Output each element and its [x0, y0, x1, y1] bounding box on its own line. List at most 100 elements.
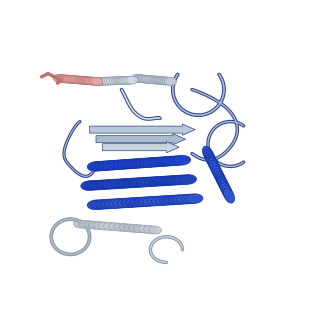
Ellipse shape — [92, 77, 104, 85]
Ellipse shape — [136, 75, 148, 83]
Ellipse shape — [158, 176, 175, 186]
Ellipse shape — [155, 157, 172, 166]
Ellipse shape — [158, 156, 176, 166]
Ellipse shape — [94, 180, 111, 190]
Ellipse shape — [113, 198, 130, 208]
FancyArrow shape — [102, 141, 179, 153]
Ellipse shape — [108, 223, 121, 231]
Ellipse shape — [108, 199, 126, 208]
Ellipse shape — [151, 76, 164, 84]
Ellipse shape — [211, 163, 222, 178]
Ellipse shape — [119, 224, 132, 232]
Ellipse shape — [114, 76, 126, 84]
Ellipse shape — [53, 74, 65, 83]
Ellipse shape — [106, 160, 124, 170]
Ellipse shape — [121, 159, 138, 169]
Ellipse shape — [99, 161, 116, 171]
Ellipse shape — [156, 196, 173, 205]
Ellipse shape — [203, 146, 213, 161]
Ellipse shape — [128, 159, 146, 168]
Ellipse shape — [209, 160, 220, 175]
Ellipse shape — [124, 76, 136, 84]
Ellipse shape — [110, 160, 127, 170]
Ellipse shape — [147, 196, 164, 206]
Ellipse shape — [116, 76, 128, 84]
Ellipse shape — [88, 77, 100, 85]
Ellipse shape — [99, 222, 111, 230]
Ellipse shape — [100, 199, 117, 209]
Ellipse shape — [112, 77, 124, 85]
Ellipse shape — [148, 226, 161, 234]
Ellipse shape — [140, 177, 158, 187]
Ellipse shape — [102, 161, 120, 170]
Ellipse shape — [124, 224, 136, 232]
Ellipse shape — [87, 200, 105, 210]
Ellipse shape — [145, 76, 157, 84]
Ellipse shape — [90, 77, 102, 86]
Ellipse shape — [119, 76, 131, 84]
Ellipse shape — [104, 222, 116, 230]
Ellipse shape — [92, 200, 109, 209]
Ellipse shape — [181, 194, 199, 204]
Ellipse shape — [73, 76, 85, 84]
Ellipse shape — [136, 158, 153, 168]
Ellipse shape — [147, 157, 164, 167]
Ellipse shape — [83, 77, 95, 85]
Ellipse shape — [142, 76, 155, 84]
Ellipse shape — [68, 76, 80, 84]
Ellipse shape — [87, 162, 105, 171]
Ellipse shape — [175, 175, 192, 185]
Ellipse shape — [173, 156, 191, 165]
Ellipse shape — [222, 185, 233, 200]
Ellipse shape — [185, 194, 203, 204]
Ellipse shape — [121, 198, 139, 207]
Ellipse shape — [143, 196, 160, 206]
Ellipse shape — [128, 178, 145, 188]
Ellipse shape — [208, 157, 219, 172]
Ellipse shape — [102, 180, 120, 189]
Ellipse shape — [134, 75, 146, 83]
Ellipse shape — [74, 220, 86, 228]
Ellipse shape — [130, 197, 148, 207]
Ellipse shape — [91, 161, 108, 171]
Ellipse shape — [85, 180, 103, 190]
Ellipse shape — [111, 179, 128, 188]
Ellipse shape — [76, 76, 88, 84]
Ellipse shape — [172, 195, 190, 204]
Ellipse shape — [162, 156, 180, 166]
Ellipse shape — [160, 77, 172, 85]
Ellipse shape — [177, 194, 194, 204]
Ellipse shape — [214, 169, 225, 183]
Ellipse shape — [151, 157, 168, 167]
Ellipse shape — [145, 177, 162, 187]
Ellipse shape — [119, 178, 137, 188]
Ellipse shape — [151, 196, 169, 206]
Ellipse shape — [113, 160, 131, 169]
Ellipse shape — [104, 199, 122, 209]
Ellipse shape — [95, 161, 112, 171]
Ellipse shape — [218, 177, 229, 192]
Ellipse shape — [132, 74, 144, 83]
Ellipse shape — [134, 225, 146, 233]
Ellipse shape — [154, 76, 166, 84]
Ellipse shape — [164, 195, 181, 205]
Ellipse shape — [205, 152, 216, 167]
Ellipse shape — [124, 178, 141, 188]
Ellipse shape — [71, 76, 83, 84]
Ellipse shape — [66, 76, 78, 84]
Ellipse shape — [126, 197, 143, 207]
Ellipse shape — [63, 75, 75, 83]
Ellipse shape — [149, 177, 167, 186]
Ellipse shape — [132, 158, 149, 168]
Ellipse shape — [168, 195, 186, 204]
Ellipse shape — [126, 76, 138, 84]
Ellipse shape — [171, 175, 188, 185]
Ellipse shape — [207, 155, 218, 170]
Ellipse shape — [81, 76, 93, 84]
Ellipse shape — [134, 197, 152, 207]
Ellipse shape — [121, 76, 133, 84]
Ellipse shape — [212, 166, 223, 181]
Ellipse shape — [220, 182, 232, 197]
Ellipse shape — [117, 159, 135, 169]
Ellipse shape — [166, 156, 183, 166]
